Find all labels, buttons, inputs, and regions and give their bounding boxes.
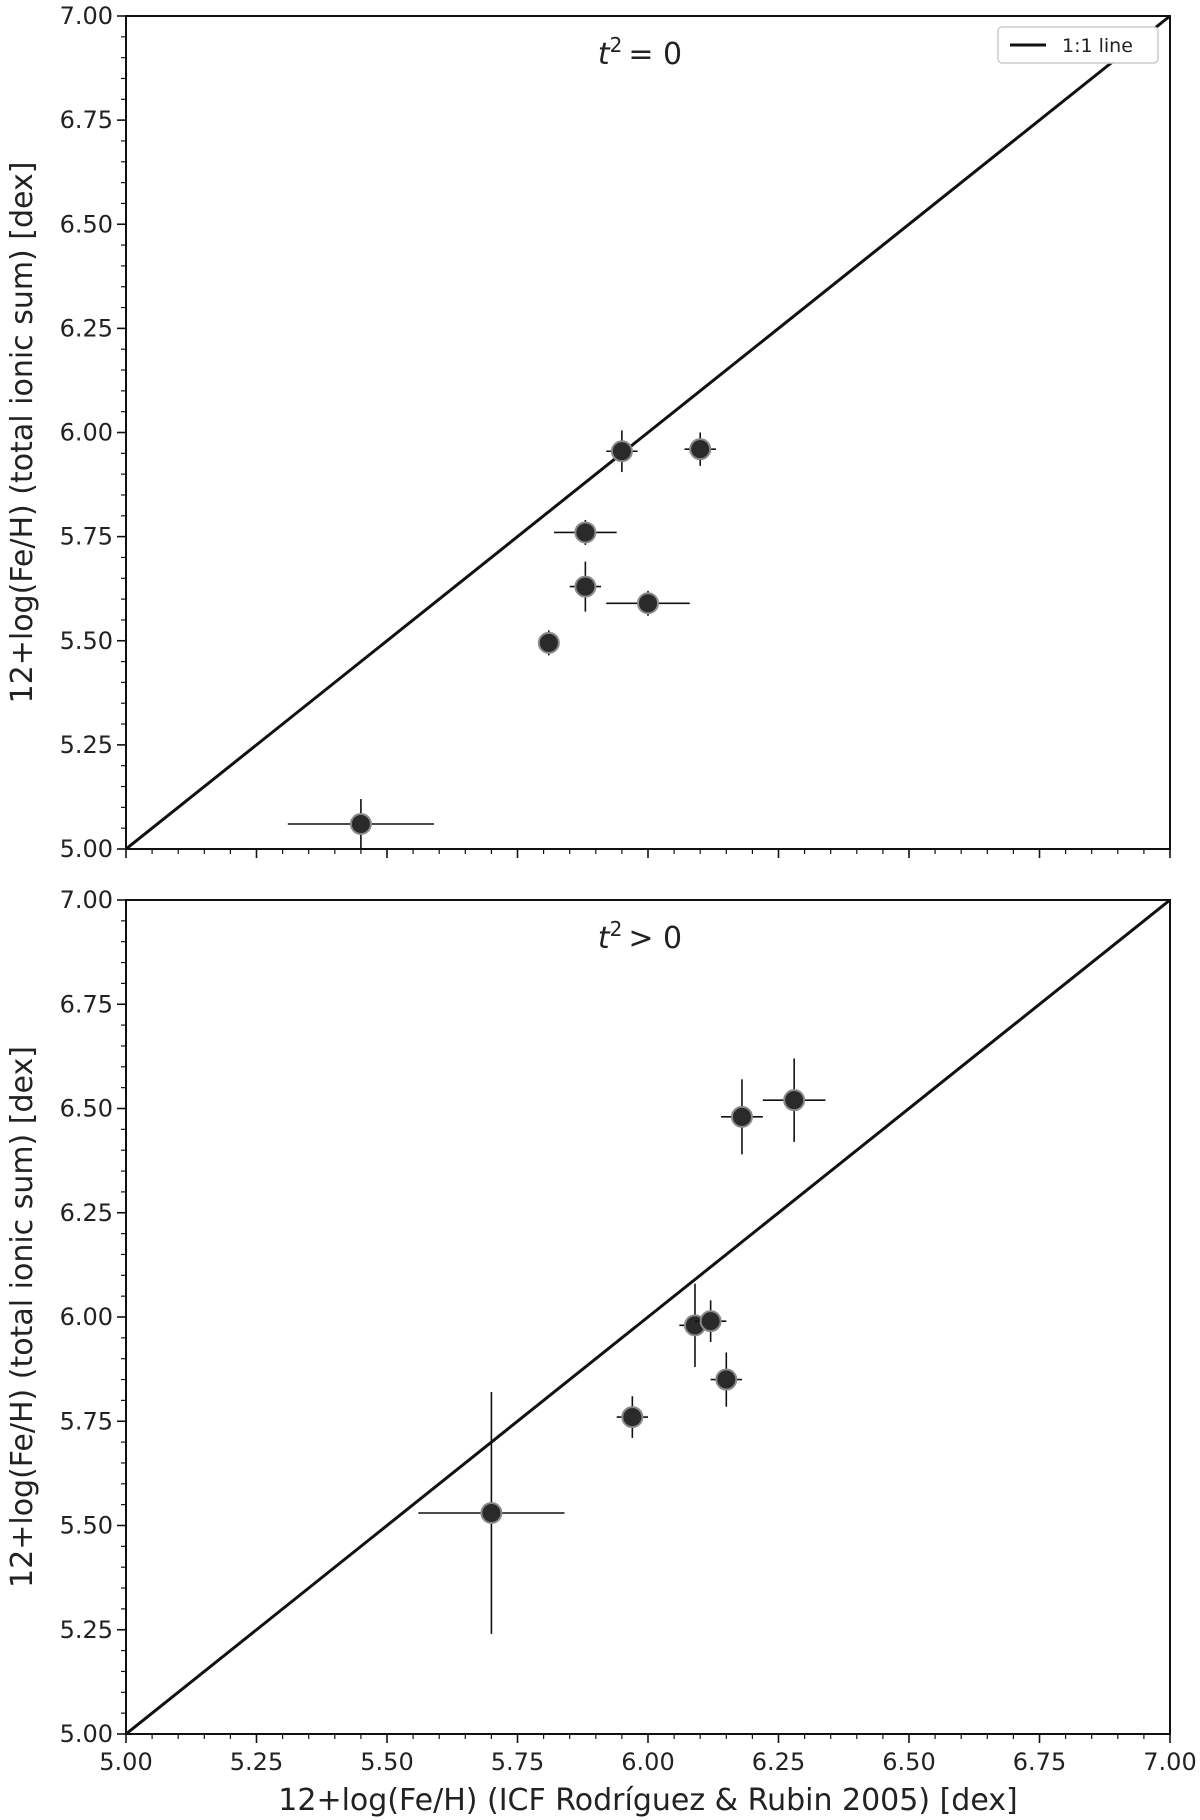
data-point [710, 1352, 742, 1407]
y-tick-label: 6.25 [60, 1199, 113, 1227]
point-marker [730, 1105, 753, 1128]
y-tick-label: 5.75 [60, 1407, 113, 1435]
point-marker [783, 1089, 806, 1112]
data-point [606, 430, 638, 473]
x-tick-label: 6.00 [621, 1748, 674, 1776]
annotation-superscript: 2 [610, 33, 623, 57]
y-tick-label: 5.25 [60, 1616, 113, 1644]
data-point [287, 799, 434, 849]
y-axis-label: 12+log(Fe/H) (total ionic sum) [dex] [5, 1046, 40, 1588]
data-point [762, 1058, 826, 1142]
point-marker [480, 1501, 503, 1524]
y-tick-label: 5.00 [60, 835, 113, 863]
x-tick-label: 6.75 [1013, 1748, 1066, 1776]
data-point [679, 1283, 711, 1368]
point-marker [621, 1406, 644, 1429]
point-marker [715, 1368, 738, 1391]
point-marker [537, 631, 560, 654]
x-tick-label: 5.25 [230, 1748, 283, 1776]
annotation-superscript: 2 [610, 917, 623, 941]
annotation-symbol: t [598, 921, 611, 956]
y-tick-label: 5.50 [60, 1512, 113, 1540]
point-marker [699, 1310, 722, 1333]
x-tick-label: 5.75 [491, 1748, 544, 1776]
point-marker [574, 521, 597, 544]
point-marker [637, 592, 659, 615]
point-marker [574, 575, 597, 598]
data-point [537, 630, 560, 656]
x-tick-label: 5.50 [360, 1748, 413, 1776]
data-point [554, 519, 617, 545]
point-marker [689, 438, 712, 461]
y-tick-label: 6.50 [60, 210, 113, 238]
point-marker [610, 440, 633, 463]
panel-annotation: t2 = 0 [598, 33, 682, 72]
y-tick-label: 7.00 [60, 2, 113, 30]
y-tick-label: 6.00 [60, 1303, 113, 1331]
annotation-relation: = 0 [628, 37, 682, 72]
y-axis-label: 12+log(Fe/H) (total ionic sum) [dex] [5, 162, 40, 704]
x-tick-label: 5.00 [99, 1748, 152, 1776]
y-tick-label: 6.75 [60, 990, 113, 1018]
annotation-relation: > 0 [628, 921, 682, 956]
y-tick-label: 5.75 [60, 523, 113, 551]
x-tick-label: 6.50 [882, 1748, 935, 1776]
data-point [569, 561, 602, 612]
data-point [606, 590, 690, 616]
data-point [616, 1396, 648, 1438]
y-tick-label: 6.25 [60, 314, 113, 342]
y-tick-label: 5.50 [60, 627, 113, 655]
data-point [418, 1392, 565, 1634]
point-marker [349, 813, 372, 836]
panel-1: 5.00 5.25 5.50 5.75 6.00 6.25 6.50 6.75 7.00 12+l… [5, 2, 1171, 863]
y-tick-label: 6.75 [60, 106, 113, 134]
one-to-one-line [125, 14, 1171, 851]
y-tick-label: 6.50 [60, 1095, 113, 1123]
annotation-symbol: t [598, 37, 611, 72]
y-tick-label: 7.00 [60, 886, 113, 914]
panel-2: 5.005.00 5.25 5.25 5.50 5.50 5.75 5.75 6.00 6.00… [5, 886, 1197, 1818]
y-tick-label: 5.25 [60, 731, 113, 759]
x-tick-label: 6.25 [752, 1748, 805, 1776]
legend: 1:1 line [997, 26, 1159, 64]
one-to-one-line [125, 898, 1171, 1736]
legend-entry: 1:1 line [1062, 35, 1133, 57]
x-tick-label: 7.00 [1143, 1748, 1196, 1776]
y-tick-label: 6.00 [60, 419, 113, 447]
data-point [694, 1300, 727, 1343]
x-axis-label: 12+log(Fe/H) (ICF Rodríguez & Rubin 2005… [278, 1783, 1017, 1818]
data-point [721, 1079, 763, 1155]
data-point [684, 432, 716, 466]
panel-annotation: t2 > 0 [598, 917, 682, 956]
legend-box [997, 26, 1159, 64]
y-tick-label: 5.00 [60, 1720, 113, 1748]
